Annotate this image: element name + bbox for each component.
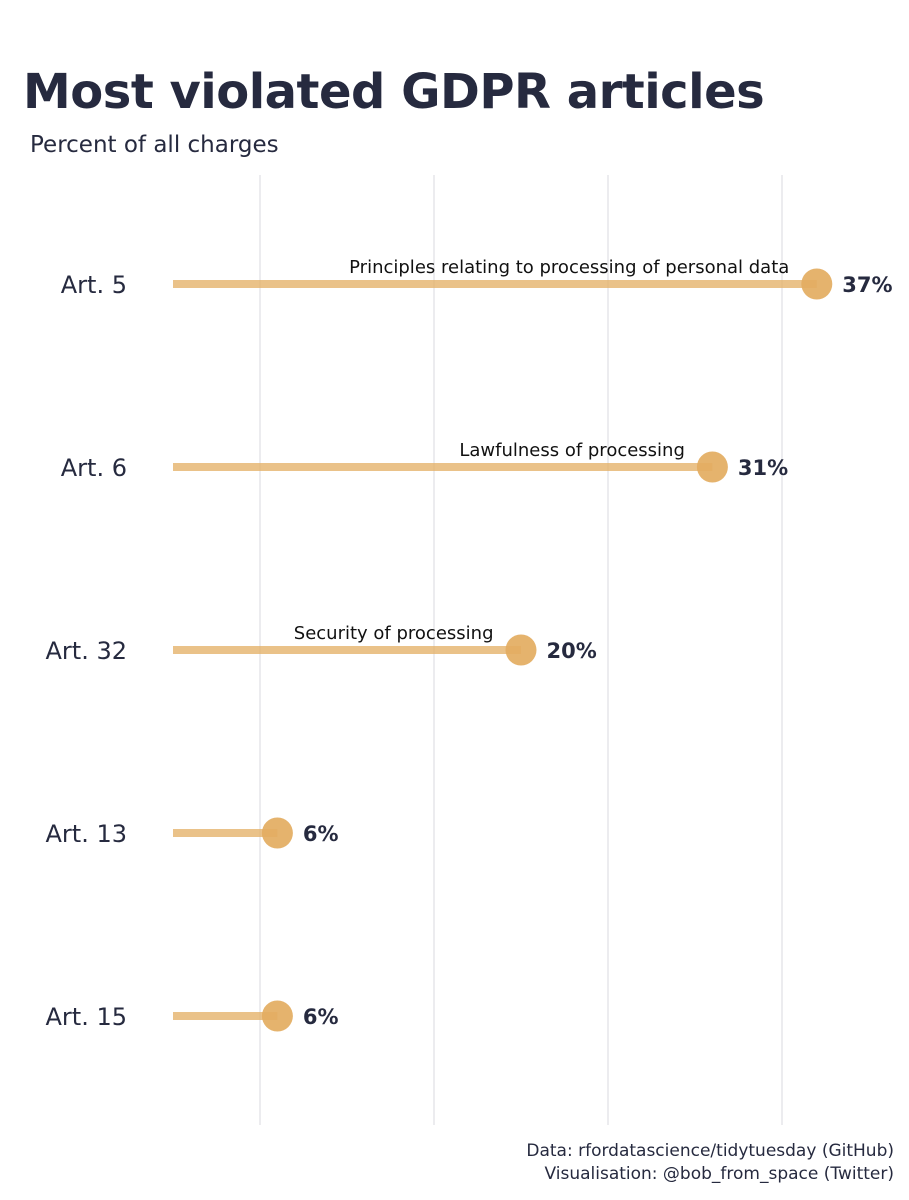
lollipop-dot-1 <box>696 451 728 483</box>
caption-visualisation-credit: Visualisation: @bob_from_space (Twitter) <box>544 1164 894 1184</box>
value-label-4: 6% <box>303 1005 339 1029</box>
lollipop-dot-0 <box>801 268 833 300</box>
annotation-label-0: Principles relating to processing of per… <box>349 257 789 278</box>
lollipop-dot-4 <box>261 1000 293 1032</box>
lollipop-dot-3 <box>261 817 293 849</box>
value-label-3: 6% <box>303 822 339 846</box>
category-label-3: Art. 13 <box>46 820 128 848</box>
annotation-label-2: Security of processing <box>294 623 494 644</box>
value-label-1: 31% <box>738 456 788 480</box>
category-label-1: Art. 6 <box>61 454 127 482</box>
value-label-0: 37% <box>842 273 892 297</box>
chart-subtitle: Percent of all charges <box>30 132 279 158</box>
category-label-0: Art. 5 <box>61 271 127 299</box>
value-label-2: 20% <box>547 639 597 663</box>
category-label-4: Art. 15 <box>46 1003 128 1031</box>
annotation-label-1: Lawfulness of processing <box>459 440 685 461</box>
chart-title: Most violated GDPR articles <box>23 64 765 120</box>
category-label-2: Art. 32 <box>46 637 128 665</box>
lollipop-dot-2 <box>505 634 537 666</box>
caption-data-source: Data: rfordatascience/tidytuesday (GitHu… <box>526 1141 894 1161</box>
